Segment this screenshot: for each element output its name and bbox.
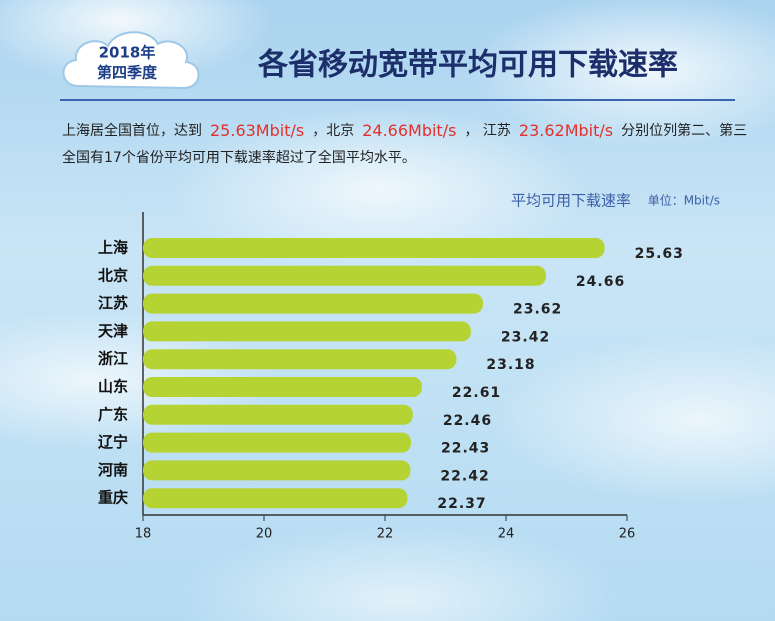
chart-title: 平均可用下载速率 — [511, 192, 631, 210]
bar — [143, 432, 412, 453]
page-title: 各省移动宽带平均可用下载速率 — [257, 48, 678, 83]
x-tick-label: 20 — [256, 527, 273, 542]
value-label: 22.42 — [440, 468, 489, 484]
value-label: 23.62 — [513, 302, 562, 318]
description-text: ，北京 — [312, 123, 354, 139]
bar — [143, 404, 413, 425]
highlight-text: 23.62Mbit/s — [519, 121, 613, 140]
y-tick-label: 上海 — [98, 239, 128, 257]
x-tick-label: 26 — [619, 527, 636, 542]
cloud-badge — [62, 31, 200, 90]
description-line: 全国有17个省份平均可用下载速率超过了全国平均水平。 — [62, 149, 416, 166]
bar — [143, 488, 408, 509]
value-label: 23.42 — [501, 329, 550, 345]
x-tick-label: 22 — [377, 527, 394, 542]
description-text: 上海居全国首位，达到 — [62, 122, 202, 139]
bar — [143, 349, 457, 370]
badge-year: 2018年 — [99, 44, 156, 62]
unit-label: 单位：Mbit/s — [648, 193, 720, 208]
highlight-text: 25.63Mbit/s — [210, 121, 304, 140]
value-label: 22.46 — [443, 413, 492, 429]
badge-quarter: 第四季度 — [97, 64, 158, 82]
value-label: 24.66 — [576, 274, 625, 290]
description-line: 上海居全国首位，达到 25.63Mbit/s ，北京 24.66Mbit/s ， 江苏 2… — [62, 121, 747, 140]
bar — [143, 460, 411, 481]
highlight-text: 24.66Mbit/s — [362, 121, 456, 140]
y-tick-label: 江苏 — [98, 294, 128, 312]
description-text: ， 江苏 — [464, 123, 510, 139]
y-tick-label: 浙江 — [98, 350, 128, 368]
y-tick-label: 山东 — [98, 378, 128, 396]
x-tick-label: 24 — [498, 527, 515, 542]
bar — [143, 377, 422, 397]
y-tick-label: 广东 — [98, 405, 128, 423]
x-tick-label: 18 — [135, 527, 152, 542]
y-tick-label: 北京 — [98, 266, 128, 284]
bar — [143, 321, 471, 342]
bar — [143, 238, 605, 258]
bar — [143, 293, 484, 314]
y-tick-label: 天津 — [98, 322, 128, 340]
value-label: 23.18 — [486, 357, 535, 373]
value-label: 25.63 — [635, 246, 684, 262]
value-label: 22.61 — [452, 385, 501, 401]
value-label: 22.43 — [441, 441, 490, 457]
y-tick-label: 重庆 — [98, 489, 128, 507]
y-tick-label: 河南 — [98, 461, 128, 479]
value-label: 22.37 — [437, 496, 486, 512]
description-text: 分别位列第二、第三 — [621, 122, 747, 139]
y-tick-label: 辽宁 — [98, 433, 128, 451]
bar — [143, 265, 546, 286]
